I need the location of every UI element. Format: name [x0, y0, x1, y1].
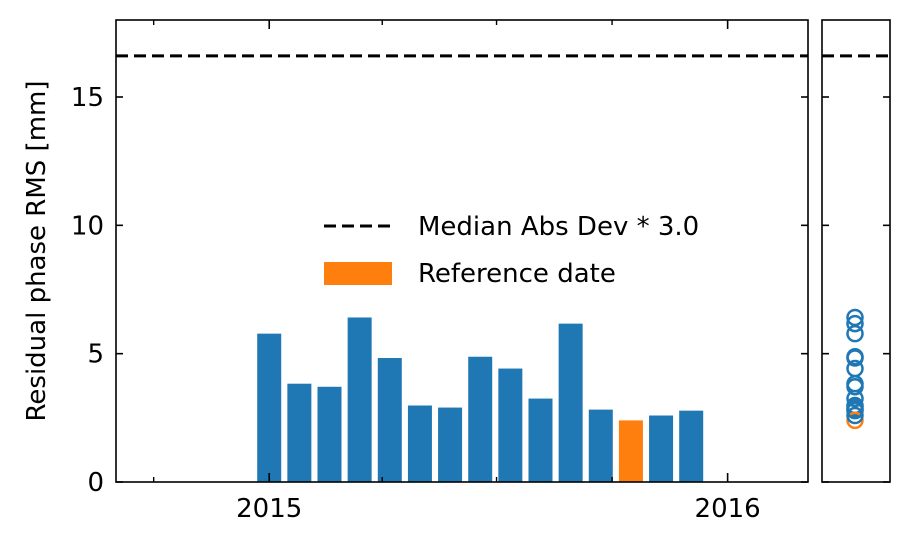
side-point	[846, 401, 864, 420]
side-point-reference	[846, 411, 864, 430]
side-point	[846, 308, 864, 327]
legend-reference-swatch	[324, 262, 392, 285]
y-tick-label: 0	[87, 468, 104, 498]
bar	[407, 405, 432, 482]
side-point	[846, 406, 864, 425]
legend-reference-label: Reference date	[418, 259, 616, 289]
legend-threshold-label: Median Abs Dev * 3.0	[418, 212, 699, 242]
side-plot	[821, 19, 891, 483]
bar	[588, 409, 613, 482]
y-axis-label: Residual phase RMS [mm]	[22, 81, 52, 422]
bar	[649, 415, 674, 482]
main-plot-frame	[115, 19, 809, 483]
bar	[558, 323, 583, 482]
side-y-ticks	[822, 96, 890, 483]
side-point	[846, 378, 864, 396]
bar	[257, 333, 282, 482]
bar	[468, 356, 493, 482]
side-points-group	[846, 308, 864, 430]
x-ticks: 2015 2016	[152, 20, 761, 524]
x-tick-label: 2015	[236, 494, 302, 524]
side-point	[846, 314, 864, 333]
bar-reference	[618, 420, 643, 482]
bar	[287, 383, 312, 482]
bar	[438, 407, 463, 482]
bar	[498, 368, 523, 482]
bars-group	[257, 317, 704, 482]
legend: Median Abs Dev * 3.0 Reference date	[324, 212, 699, 289]
side-plot-frame	[821, 19, 891, 483]
y-tick-label: 5	[87, 340, 104, 370]
y-tick-label: 10	[71, 211, 104, 241]
bar	[317, 386, 342, 482]
bar	[679, 410, 704, 482]
main-plot: 0 5 10 15 2015 2016	[71, 19, 809, 524]
side-point	[846, 348, 864, 366]
x-tick-label: 2016	[695, 494, 761, 524]
y-ticks: 0 5 10 15	[71, 83, 808, 498]
side-point	[846, 359, 864, 378]
y-tick-label: 15	[71, 83, 104, 113]
bar	[377, 358, 402, 482]
bar	[347, 317, 372, 482]
side-point	[846, 389, 864, 408]
bar	[528, 398, 553, 482]
